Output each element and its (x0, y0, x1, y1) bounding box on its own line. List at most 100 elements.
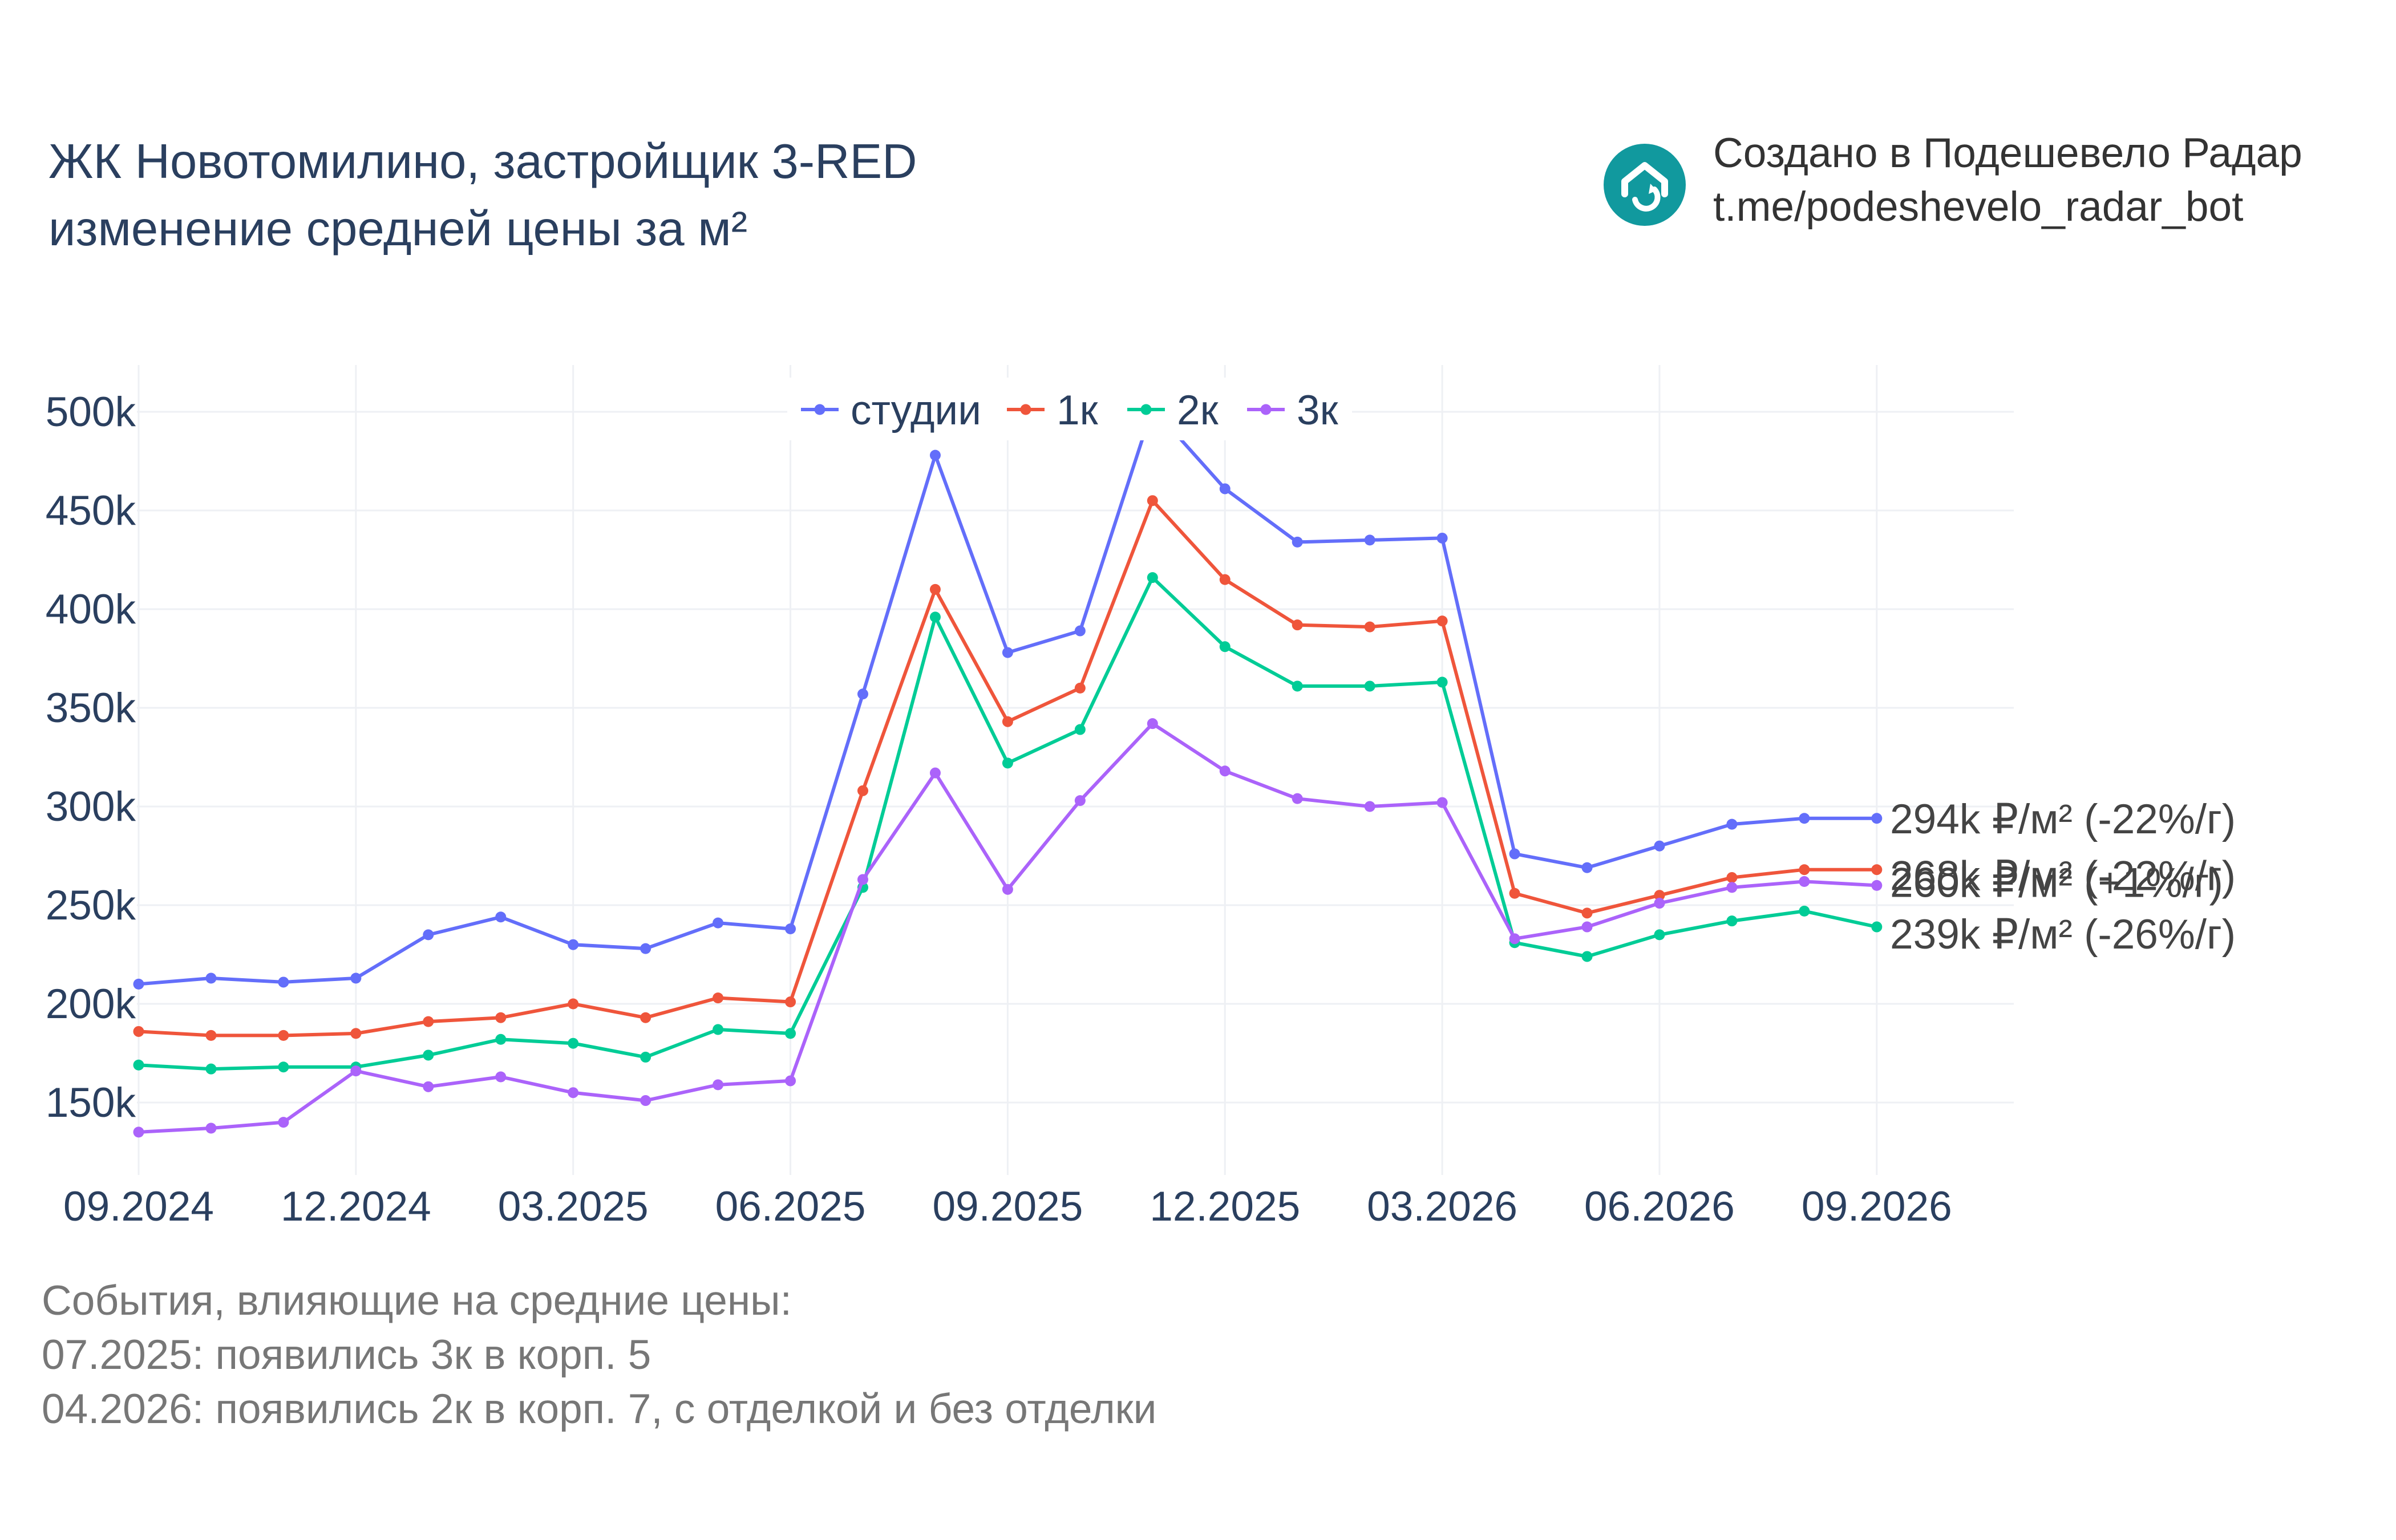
data-point[interactable] (1292, 680, 1303, 692)
data-point[interactable] (785, 996, 796, 1008)
data-point[interactable] (1147, 572, 1158, 583)
data-point[interactable] (785, 923, 796, 935)
data-point[interactable] (857, 688, 868, 700)
data-point[interactable] (1581, 921, 1593, 933)
data-point[interactable] (1002, 884, 1013, 895)
data-point[interactable] (1219, 765, 1231, 777)
data-point[interactable] (278, 976, 289, 988)
data-point[interactable] (1871, 813, 1883, 824)
data-point[interactable] (205, 1030, 217, 1041)
data-point[interactable] (568, 1087, 579, 1099)
data-point[interactable] (857, 874, 868, 885)
data-point[interactable] (1292, 536, 1303, 548)
brand-link[interactable]: t.me/podeshevelo_radar_bot (1713, 184, 2243, 230)
data-point[interactable] (1799, 864, 1810, 876)
legend-item[interactable]: 3к (1247, 387, 1339, 433)
data-point[interactable] (568, 1038, 579, 1049)
data-point[interactable] (1654, 840, 1665, 852)
data-point[interactable] (713, 1079, 724, 1091)
data-point[interactable] (350, 1065, 362, 1077)
data-point[interactable] (495, 911, 507, 923)
data-point[interactable] (640, 1095, 651, 1107)
data-point[interactable] (205, 972, 217, 984)
data-point[interactable] (1219, 574, 1231, 585)
data-point[interactable] (133, 1126, 144, 1138)
data-point[interactable] (640, 1012, 651, 1023)
data-point[interactable] (278, 1030, 289, 1041)
data-point[interactable] (1147, 495, 1158, 506)
data-point[interactable] (1654, 898, 1665, 909)
data-point[interactable] (278, 1117, 289, 1128)
data-point[interactable] (1292, 619, 1303, 631)
legend-item[interactable]: 2к (1127, 387, 1219, 433)
data-point[interactable] (1654, 890, 1665, 901)
data-point[interactable] (1436, 615, 1448, 627)
data-point[interactable] (1581, 951, 1593, 962)
data-point[interactable] (495, 1071, 507, 1083)
data-point[interactable] (1074, 795, 1086, 807)
data-point[interactable] (1581, 907, 1593, 919)
data-point[interactable] (713, 917, 724, 929)
data-point[interactable] (1436, 797, 1448, 808)
data-point[interactable] (1726, 882, 1738, 893)
data-point[interactable] (568, 998, 579, 1010)
data-point[interactable] (713, 1024, 724, 1035)
data-point[interactable] (1364, 680, 1375, 692)
data-point[interactable] (929, 449, 941, 461)
data-point[interactable] (1509, 887, 1520, 899)
data-point[interactable] (1219, 483, 1231, 495)
data-point[interactable] (1364, 534, 1375, 546)
legend-item[interactable]: 1к (1007, 387, 1099, 433)
data-point[interactable] (1147, 718, 1158, 730)
data-point[interactable] (568, 939, 579, 950)
data-point[interactable] (133, 1026, 144, 1037)
data-point[interactable] (1726, 915, 1738, 927)
data-point[interactable] (278, 1061, 289, 1073)
data-point[interactable] (929, 767, 941, 779)
data-point[interactable] (785, 1028, 796, 1039)
data-point[interactable] (423, 1081, 434, 1092)
data-point[interactable] (350, 972, 362, 984)
data-point[interactable] (205, 1122, 217, 1134)
data-point[interactable] (1002, 757, 1013, 769)
data-point[interactable] (1799, 813, 1810, 824)
data-point[interactable] (1074, 625, 1086, 637)
data-point[interactable] (929, 611, 941, 623)
data-point[interactable] (350, 1028, 362, 1039)
data-point[interactable] (1726, 872, 1738, 884)
data-point[interactable] (1002, 647, 1013, 658)
data-point[interactable] (929, 583, 941, 595)
data-point[interactable] (1509, 933, 1520, 945)
data-point[interactable] (1219, 641, 1231, 653)
data-point[interactable] (1074, 724, 1086, 735)
data-point[interactable] (1292, 793, 1303, 804)
data-point[interactable] (1509, 848, 1520, 860)
data-point[interactable] (1002, 716, 1013, 727)
data-point[interactable] (133, 1059, 144, 1071)
data-point[interactable] (1436, 676, 1448, 688)
data-point[interactable] (1726, 818, 1738, 830)
data-point[interactable] (1581, 862, 1593, 873)
data-point[interactable] (423, 929, 434, 941)
data-point[interactable] (640, 1051, 651, 1063)
data-point[interactable] (1871, 864, 1883, 876)
data-point[interactable] (205, 1063, 217, 1075)
data-point[interactable] (1364, 801, 1375, 812)
data-point[interactable] (1871, 880, 1883, 891)
data-point[interactable] (640, 943, 651, 954)
data-point[interactable] (423, 1016, 434, 1027)
data-point[interactable] (1364, 621, 1375, 633)
data-point[interactable] (495, 1012, 507, 1023)
data-point[interactable] (785, 1075, 796, 1087)
data-point[interactable] (1799, 905, 1810, 917)
legend-item[interactable]: студии (801, 387, 981, 433)
data-point[interactable] (1074, 682, 1086, 694)
data-point[interactable] (713, 992, 724, 1004)
data-point[interactable] (857, 785, 868, 796)
data-point[interactable] (1436, 532, 1448, 544)
data-point[interactable] (1799, 876, 1810, 887)
data-point[interactable] (1654, 929, 1665, 941)
data-point[interactable] (423, 1049, 434, 1061)
data-point[interactable] (133, 978, 144, 990)
data-point[interactable] (495, 1034, 507, 1045)
